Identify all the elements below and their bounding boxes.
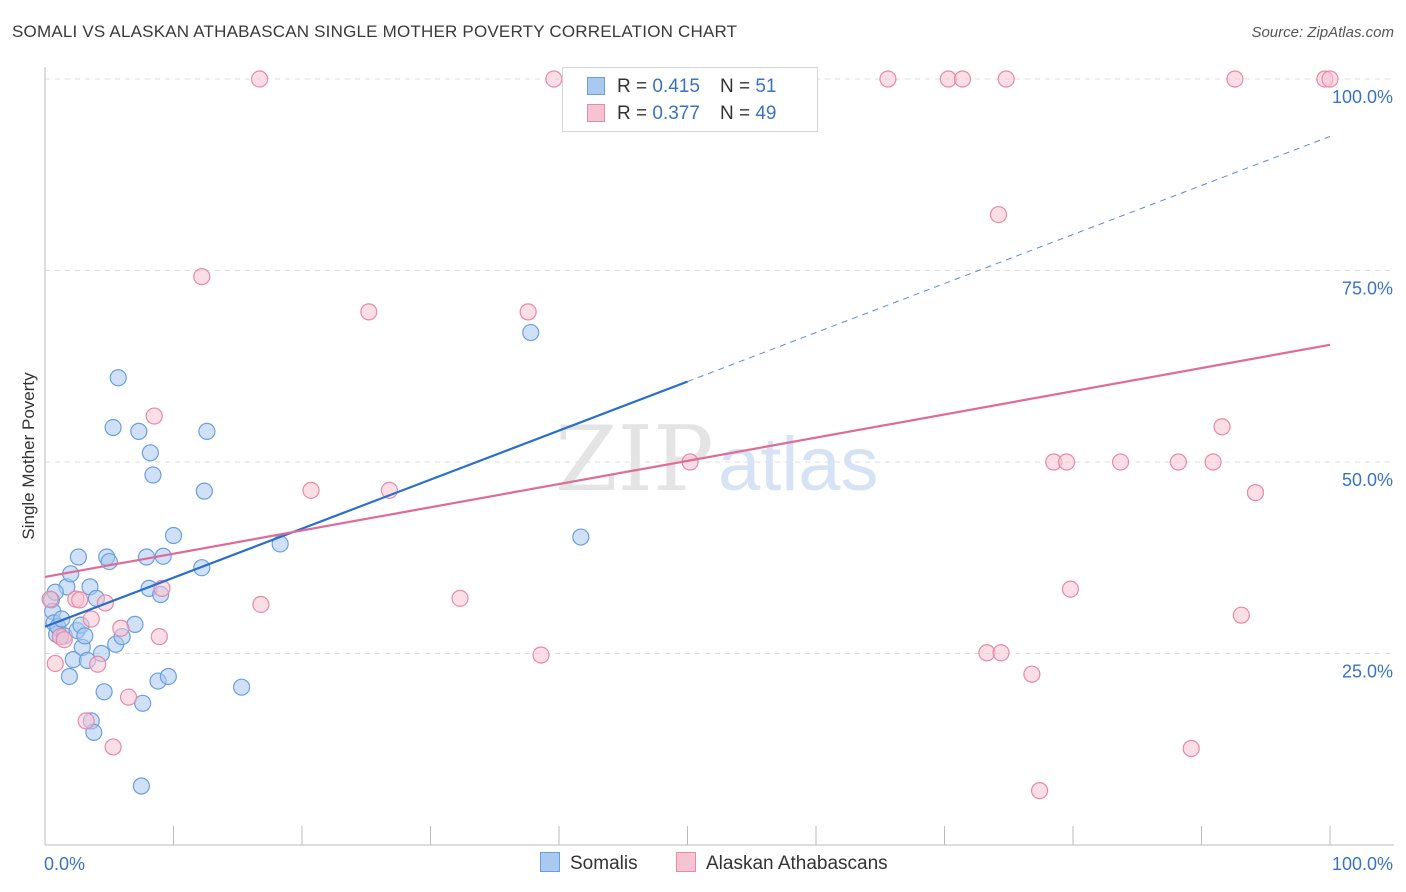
somalis-legend-swatch-icon: [540, 852, 560, 872]
athabascans-point: [992, 644, 1010, 662]
athabascans-point: [989, 205, 1008, 224]
y-tick-label: 50.0%: [1342, 470, 1393, 490]
y-tick-label: 25.0%: [1342, 662, 1393, 682]
trend-lines: [44, 135, 1331, 628]
athabascans-point: [360, 303, 378, 321]
athabascans-legend-swatch-icon: [676, 852, 696, 872]
athabascans-point: [1232, 606, 1250, 624]
somalis-point: [159, 667, 177, 686]
athabascans-point: [1213, 418, 1231, 436]
athabascans-n-label: N =: [719, 103, 751, 124]
athabascans-point: [250, 70, 269, 88]
athabascans-point: [82, 610, 100, 628]
athabascans-point: [1057, 453, 1076, 471]
athabascans-point: [302, 481, 320, 499]
somalis-trend-line-extension: [687, 135, 1331, 383]
somalis-point: [95, 683, 113, 701]
somalis-point: [126, 615, 144, 633]
x-tick-label: 0.0%: [44, 854, 85, 874]
somalis-point: [132, 777, 150, 795]
somalis-trend-line: [44, 380, 688, 628]
athabascans-point: [1182, 739, 1200, 758]
somalis-point: [104, 418, 122, 437]
somalis-point: [69, 548, 88, 566]
somalis-point: [134, 694, 152, 712]
gridlines: [45, 78, 1394, 654]
athabascans-r-label: R =: [617, 103, 648, 124]
athabascans-point: [46, 654, 64, 673]
athabascans-point: [104, 738, 122, 756]
athabascans-point: [71, 591, 89, 609]
somalis-point: [572, 528, 590, 546]
chart-title: SOMALI VS ALASKAN ATHABASCAN SINGLE MOTH…: [12, 22, 738, 41]
watermark: ZIP atlas: [555, 407, 879, 512]
somalis-point: [195, 482, 213, 500]
athabascans-swatch-icon: [587, 104, 605, 122]
somalis-n-value: 51: [755, 76, 777, 97]
athabascans-point: [1246, 484, 1265, 502]
athabascans-point: [55, 631, 73, 649]
athabascans-point: [1061, 580, 1080, 598]
somalis-point: [164, 526, 183, 545]
somalis-point: [60, 667, 79, 686]
legend-row-athabascans: R = 0.377 N = 49: [587, 103, 776, 125]
correlation-legend: R = 0.415 N = 51 R = 0.377 N = 49: [562, 67, 818, 132]
athabascans-point: [1226, 70, 1244, 88]
athabascans-point: [519, 303, 537, 321]
axis-labels: Single Mother Poverty 25.0% 50.0% 75.0% 100…: [19, 87, 1393, 874]
legend-row-somalis: R = 0.415 N = 51: [587, 76, 776, 98]
athabascans-point: [41, 590, 59, 608]
somalis-n-label: N =: [719, 76, 751, 97]
athabascans-point: [145, 407, 163, 425]
somalis-point: [198, 422, 216, 440]
athabascans-point: [89, 655, 107, 673]
somalis-point: [233, 678, 251, 696]
somalis-point: [522, 323, 540, 342]
data-points: [41, 70, 1339, 800]
athabascans-legend-label: Alaskan Athabascans: [706, 853, 888, 874]
athabascans-point: [119, 688, 138, 706]
somalis-point: [130, 422, 148, 440]
somalis-r-value: 0.415: [652, 76, 700, 97]
athabascans-point: [1169, 453, 1187, 471]
athabascans-r-value: 0.377: [652, 103, 700, 124]
somalis-point: [144, 466, 162, 484]
somalis-r-label: R =: [617, 76, 648, 97]
bottom-legend-athabascans: Alaskan Athabascans: [676, 852, 888, 875]
athabascans-point: [1023, 665, 1041, 683]
x-tick-label: 100.0%: [1332, 854, 1393, 874]
athabascans-point: [545, 70, 563, 88]
somalis-legend-label: Somalis: [570, 853, 638, 874]
athabascans-point: [193, 268, 211, 286]
somalis-point: [53, 610, 71, 628]
athabascans-point: [150, 628, 168, 646]
athabascans-point: [532, 646, 550, 664]
y-axis-label: Single Mother Poverty: [19, 372, 38, 540]
y-tick-label: 75.0%: [1342, 279, 1393, 299]
axes: [44, 67, 1394, 846]
bottom-legend-somalis: Somalis: [540, 852, 638, 875]
source-label: Source: ZipAtlas.com: [1251, 24, 1394, 41]
athabascans-point: [997, 70, 1015, 88]
somalis-point: [109, 369, 127, 387]
athabascans-point: [77, 712, 95, 730]
athabascans-point: [879, 70, 897, 88]
somalis-swatch-icon: [587, 77, 605, 95]
watermark-atlas: atlas: [718, 422, 879, 507]
athabascans-trend-line: [44, 343, 1331, 578]
somalis-point: [141, 444, 159, 462]
athabascans-point: [252, 595, 270, 614]
athabascans-point: [1204, 453, 1222, 471]
athabascans-point: [1030, 782, 1049, 800]
athabascans-point: [1111, 453, 1130, 471]
athabascans-point: [1321, 70, 1339, 88]
athabascans-n-value: 49: [755, 103, 777, 124]
y-tick-label: 100.0%: [1332, 87, 1393, 107]
athabascans-point: [953, 70, 972, 88]
athabascans-point: [112, 619, 130, 637]
athabascans-point: [451, 589, 469, 607]
somalis-point: [76, 627, 94, 645]
